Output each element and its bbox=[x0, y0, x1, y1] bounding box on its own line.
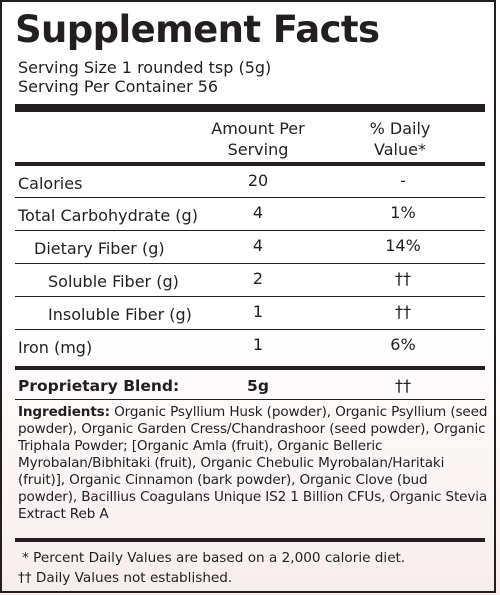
blend-divider bbox=[15, 366, 485, 370]
nutrient-daily-value: †† bbox=[395, 269, 411, 288]
serving-size: Serving Size 1 rounded tsp (5g) bbox=[18, 58, 272, 77]
ingredients-list: Ingredients: Organic Psyllium Husk (powd… bbox=[18, 404, 488, 523]
amount-header-line2: Serving bbox=[227, 140, 289, 159]
nutrient-daily-value: 14% bbox=[385, 236, 421, 255]
row-divider bbox=[15, 329, 485, 330]
panel-title: Supplement Facts bbox=[15, 8, 380, 51]
ingredients-text: Organic Psyllium Husk (powder), Organic … bbox=[18, 404, 488, 522]
amount-header-line1: Amount Per bbox=[211, 119, 305, 138]
nutrient-name: Dietary Fiber (g) bbox=[34, 239, 165, 258]
nutrient-amount: 1 bbox=[252, 302, 264, 321]
nutrient-daily-value: †† bbox=[395, 302, 411, 321]
dv-header-line1: % Daily bbox=[369, 119, 431, 138]
nutrient-amount: 4 bbox=[252, 203, 264, 222]
row-divider bbox=[15, 197, 485, 198]
daily-value-column-header: % Daily Value* bbox=[340, 118, 460, 160]
ingredients-divider bbox=[15, 399, 485, 400]
row-divider bbox=[15, 296, 485, 297]
proprietary-blend-daily-value: †† bbox=[395, 376, 411, 395]
dagger-footnote: †† Daily Values not established. bbox=[18, 570, 233, 586]
amount-column-header: Amount Per Serving bbox=[198, 118, 318, 160]
nutrient-daily-value: - bbox=[400, 171, 406, 190]
percent-daily-value-footnote: * Percent Daily Values are based on a 2,… bbox=[22, 550, 406, 566]
footnote-divider bbox=[15, 538, 485, 542]
row-divider bbox=[15, 230, 485, 231]
dv-header-line2: Value* bbox=[374, 140, 426, 159]
thick-divider bbox=[15, 104, 485, 112]
nutrient-name: Insoluble Fiber (g) bbox=[48, 305, 192, 324]
nutrient-name: Iron (mg) bbox=[18, 338, 93, 357]
proprietary-blend-label: Proprietary Blend: bbox=[18, 377, 180, 395]
nutrient-amount: 4 bbox=[252, 236, 264, 255]
nutrient-name: Calories bbox=[18, 174, 83, 193]
nutrient-name: Total Carbohydrate (g) bbox=[18, 206, 198, 225]
row-divider bbox=[15, 263, 485, 264]
nutrient-amount: 20 bbox=[247, 171, 269, 190]
ingredients-label: Ingredients: bbox=[18, 404, 110, 420]
nutrient-daily-value: 1% bbox=[390, 203, 416, 222]
header-divider bbox=[15, 162, 485, 166]
nutrient-amount: 1 bbox=[252, 335, 264, 354]
nutrient-amount: 2 bbox=[252, 269, 264, 288]
nutrient-daily-value: 6% bbox=[390, 335, 416, 354]
proprietary-blend-amount: 5g bbox=[247, 377, 269, 395]
nutrient-name: Soluble Fiber (g) bbox=[48, 272, 179, 291]
servings-per-container: Serving Per Container 56 bbox=[18, 77, 219, 96]
